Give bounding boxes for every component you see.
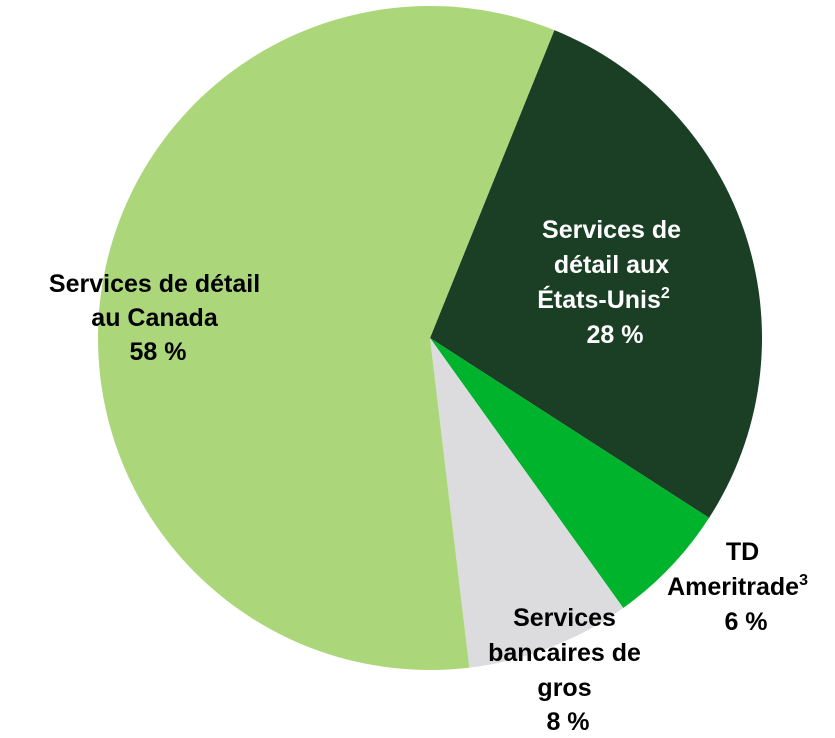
label-ameritrade: TD Ameritrade3 6 %: [667, 538, 815, 636]
value-wholesale: 8 %: [546, 708, 589, 736]
pie-slice-us: [430, 30, 763, 518]
label-us: Services de détail aux États-Unis2 28 %: [537, 216, 688, 349]
label-wholesale: Services bancaires de gros 8 %: [488, 604, 648, 736]
pie-slices: [98, 5, 763, 670]
pie-slice-ameritrade: [430, 338, 710, 608]
value-us: 28 %: [587, 321, 644, 349]
pie-slice-wholesale: [430, 338, 624, 668]
value-canada: 58 %: [130, 338, 187, 366]
label-canada: Services de détail au Canada 58 %: [49, 270, 267, 366]
slice-labels: Services de détail au Canada 58 % Servic…: [49, 216, 815, 736]
pie-slice-canada: [98, 5, 555, 670]
value-ameritrade: 6 %: [724, 608, 767, 636]
